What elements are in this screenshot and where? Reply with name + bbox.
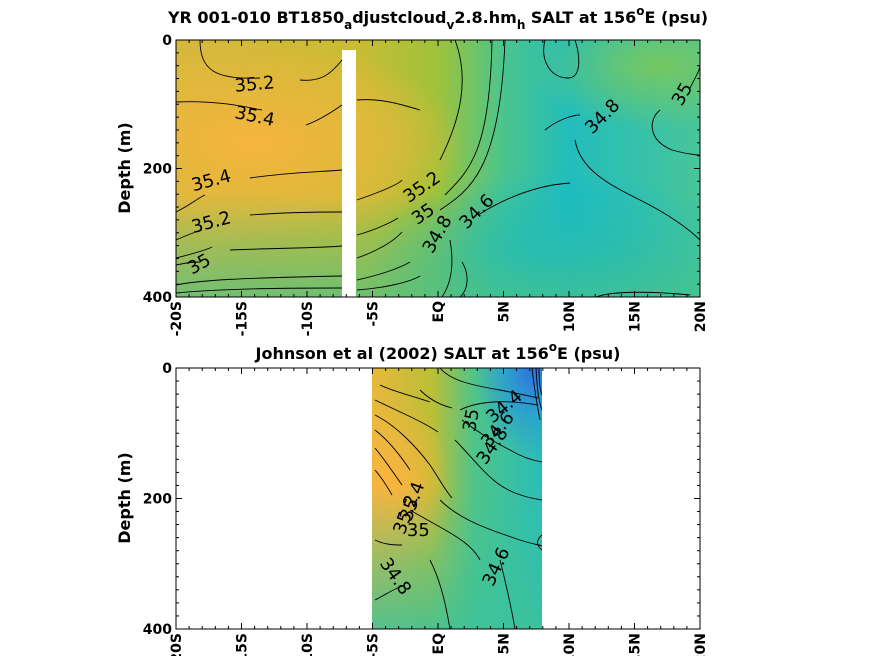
p1-title-part: o — [636, 4, 644, 18]
x-tick-label: 15N — [628, 633, 644, 656]
panel-1-title: YR 001-010 BT1850adjustcloudv2.8.hmh SAL… — [167, 4, 708, 32]
p1-title-part: E (psu) — [645, 8, 709, 27]
x-tick-label: -20S — [169, 633, 185, 656]
contour-label: 35 — [459, 407, 484, 433]
p1-title-part: YR 001-010 BT1850 — [167, 8, 344, 27]
panel-2-x-tick-labels: -20S -15S -10S -5S EQ 5N 10N 15N 20N — [169, 633, 709, 656]
p1-title-part: h — [517, 18, 526, 32]
panel-2-salinity-field — [372, 368, 542, 629]
x-tick-label: 10N — [562, 633, 578, 656]
x-tick-label: EQ — [431, 301, 447, 323]
panel-1-y-axis-label: Depth (m) — [115, 122, 134, 214]
p1-title-part: v — [447, 18, 455, 32]
p1-title-part: SALT at 156 — [525, 8, 636, 27]
panel-2-y-axis-label: Depth (m) — [115, 452, 134, 544]
panel-2-contour-lines — [374, 368, 542, 629]
panel-2-title: Johnson et al (2002) SALT at 156oE (psu) — [255, 340, 621, 363]
panel-2-y-tick-labels: 0 200 400 — [143, 361, 172, 638]
x-tick-label: 20N — [693, 301, 709, 332]
y-tick-label: 0 — [162, 33, 172, 49]
y-tick-label: 400 — [143, 290, 172, 306]
panel-1-contour-lines — [176, 40, 700, 297]
p1-title-part: djustcloud — [352, 8, 446, 27]
panel-2-tick-marks — [175, 367, 701, 630]
y-tick-label: 200 — [143, 162, 172, 178]
x-tick-label: 15N — [628, 301, 644, 332]
y-tick-label: 400 — [143, 622, 172, 638]
panel-1-missing-data-gap — [342, 50, 356, 297]
p2-title-part: E (psu) — [557, 344, 621, 363]
x-tick-label: -5S — [366, 633, 382, 656]
x-tick-label: 5N — [497, 301, 513, 322]
panel-1-y-tick-labels: 0 200 400 — [143, 33, 172, 306]
y-tick-label: 0 — [162, 361, 172, 377]
contour-label: 35.2 — [234, 72, 276, 96]
panel-1-tick-marks — [175, 39, 701, 298]
panel-1-x-tick-labels: -20S -15S -10S -5S EQ 5N 10N 15N 20N — [169, 301, 709, 336]
p1-title-part: a — [344, 18, 352, 32]
p2-title-part: Johnson et al (2002) SALT at 156 — [255, 344, 549, 363]
x-tick-label: -15S — [235, 301, 251, 336]
x-tick-label: -10S — [300, 633, 316, 656]
x-tick-label: 20N — [693, 633, 709, 656]
x-tick-label: -10S — [300, 301, 316, 336]
x-tick-label: -15S — [235, 633, 251, 656]
x-tick-label: -5S — [366, 301, 382, 327]
p1-title-part: 2.8.hm — [454, 8, 516, 27]
contour-label: 35 — [407, 520, 430, 541]
x-tick-label: 5N — [497, 633, 513, 654]
y-tick-label: 200 — [143, 492, 172, 508]
x-tick-label: EQ — [431, 633, 447, 655]
x-tick-label: 10N — [562, 301, 578, 332]
panel-1-salinity-field — [176, 40, 700, 297]
x-tick-label: -20S — [169, 301, 185, 336]
p2-title-part: o — [549, 340, 557, 354]
